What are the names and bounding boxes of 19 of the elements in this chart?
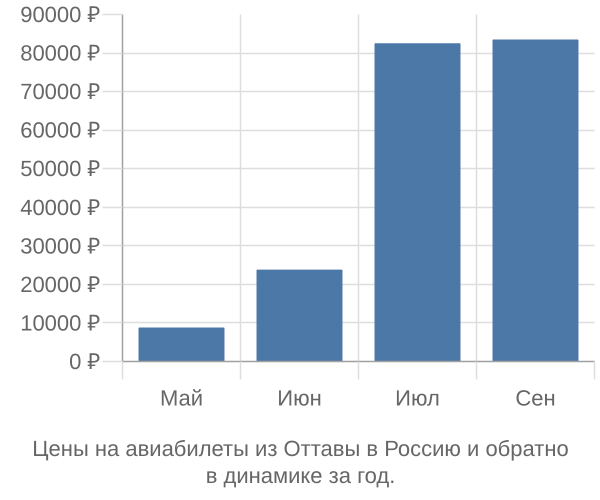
y-tick-label: 20000 ₽: [20, 272, 101, 297]
bar: [256, 270, 342, 362]
bar: [492, 39, 578, 362]
y-tick-label: 10000 ₽: [20, 310, 101, 336]
y-tick-label: 60000 ₽: [20, 118, 101, 143]
text: Цены на авиабилеты из Оттавы в Россию и обратно в динамике за год.: [32, 436, 569, 488]
y-tick-label: 70000 ₽: [20, 79, 101, 104]
y-tick-label: 80000 ₽: [20, 40, 101, 66]
x-tick-label: Июн: [277, 386, 322, 410]
y-tick-label: 90000 ₽: [20, 2, 101, 27]
y-tick-label: 0 ₽: [69, 349, 101, 374]
bar: [374, 43, 460, 362]
bar: [138, 327, 224, 362]
x-tick-label: Май: [160, 386, 204, 410]
x-tick-label: Сен: [515, 386, 556, 410]
y-tick-label: 50000 ₽: [20, 156, 101, 182]
y-tick-label: 40000 ₽: [20, 194, 101, 220]
y-tick-label: 30000 ₽: [20, 233, 101, 258]
x-tick-label: Июл: [395, 386, 440, 410]
